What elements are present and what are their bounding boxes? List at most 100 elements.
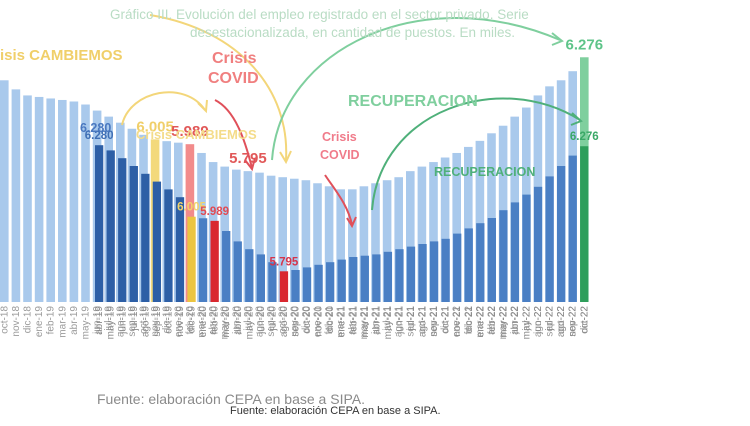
front-tick-label: ene-21 bbox=[337, 306, 348, 338]
arrow-head bbox=[551, 32, 564, 46]
front-tick-label: sep-20 bbox=[291, 306, 302, 337]
front-bar bbox=[545, 176, 554, 302]
front-tick-label: may-21 bbox=[383, 306, 394, 340]
front-bar bbox=[533, 186, 543, 302]
front-bar bbox=[314, 264, 323, 302]
back-tick-label: jul-19 bbox=[104, 306, 115, 332]
front-tick-label: jul-22 bbox=[545, 306, 556, 332]
back-bar bbox=[69, 101, 79, 302]
back-tick-label: may-22 bbox=[498, 306, 509, 340]
back-tick-label: mar-21 bbox=[336, 306, 347, 338]
front-tick-label: dic-19 bbox=[187, 306, 198, 334]
front-bar bbox=[291, 270, 300, 302]
back-tick-label: abr-22 bbox=[487, 306, 498, 335]
back-bar bbox=[0, 80, 9, 303]
back-tick-label: abr-21 bbox=[347, 306, 358, 335]
front-tick-label: jul-20 bbox=[267, 306, 278, 332]
front-tick-label: ago-20 bbox=[279, 306, 290, 338]
arrow-head bbox=[570, 112, 583, 126]
back-bar bbox=[324, 186, 334, 302]
back-tick-label: ene-22 bbox=[452, 306, 463, 338]
back-tick-label: mar-20 bbox=[197, 306, 208, 338]
front-bar bbox=[360, 255, 369, 302]
back-tick-label: ene-19 bbox=[34, 306, 45, 338]
back-bar bbox=[464, 146, 473, 302]
front-bar bbox=[326, 262, 335, 302]
back-tick-label: jun-19 bbox=[92, 306, 103, 335]
front-bar bbox=[152, 181, 162, 302]
back-tick-label: nov-20 bbox=[289, 306, 300, 337]
front-tick-label: sep-22 bbox=[568, 306, 579, 337]
back-tick-label: dic-21 bbox=[440, 306, 451, 334]
back-bar bbox=[359, 186, 369, 302]
annotation-crisis-back: Crisis bbox=[212, 50, 257, 67]
back-tick-label: abr-20 bbox=[208, 306, 219, 335]
back-tick-label: dic-19 bbox=[162, 306, 173, 334]
front-bar bbox=[129, 166, 138, 302]
front-tick-label: ago-22 bbox=[556, 306, 567, 338]
front-bar bbox=[141, 173, 150, 302]
front-tick-label: jul-21 bbox=[406, 306, 417, 332]
back-tick-label: feb-19 bbox=[46, 306, 57, 335]
front-tick-label: mar-21 bbox=[360, 306, 371, 338]
value-label-6280: 6.280 bbox=[80, 121, 112, 135]
front-tick-label: ago-19 bbox=[140, 306, 151, 338]
back-bar bbox=[313, 183, 322, 302]
front-tick-label: abr-20 bbox=[233, 306, 244, 335]
front-bar bbox=[372, 254, 381, 302]
front-tick-label: may-20 bbox=[244, 306, 255, 340]
front-bar bbox=[302, 267, 312, 302]
front-tick-label: jun-21 bbox=[394, 306, 405, 335]
back-tick-label: dic-22 bbox=[579, 306, 590, 334]
back-bar bbox=[487, 133, 496, 302]
front-bar bbox=[476, 223, 485, 302]
back-tick-label: jun-22 bbox=[510, 306, 521, 335]
front-bar bbox=[222, 231, 231, 302]
front-tick-label: sep-19 bbox=[152, 306, 163, 337]
front-tick-label: nov-19 bbox=[175, 306, 186, 337]
front-tick-label: feb-21 bbox=[348, 306, 359, 335]
back-tick-label: sep-21 bbox=[405, 306, 416, 337]
back-tick-label: feb-21 bbox=[324, 306, 335, 335]
back-bar bbox=[475, 140, 485, 302]
front-tick-label: jun-20 bbox=[256, 306, 267, 335]
arrow-head bbox=[346, 216, 357, 229]
back-tick-label: sep-20 bbox=[266, 306, 277, 337]
annotation-crisis-cambiemos-back: Crisis CAMBIEMOS bbox=[136, 127, 257, 142]
front-value-label: 6.005 bbox=[177, 202, 206, 214]
back-tick-label: dic-20 bbox=[301, 306, 312, 334]
front-tick-label: mar-20 bbox=[221, 306, 232, 338]
back-bar bbox=[429, 162, 438, 302]
front-value-label: 6.280 bbox=[85, 130, 114, 142]
front-value-label: 5.795 bbox=[270, 256, 299, 268]
front-tick-label: oct-20 bbox=[302, 306, 313, 334]
front-tick-label: feb-20 bbox=[210, 306, 221, 335]
back-bar bbox=[58, 99, 67, 302]
front-bar bbox=[349, 257, 358, 302]
front-tick-label: nov-20 bbox=[314, 306, 325, 337]
front-tick-label: may-19 bbox=[106, 306, 117, 340]
annotation-covid-front: COVID bbox=[320, 148, 360, 162]
front-tick-label: jun-22 bbox=[533, 306, 544, 335]
front-bar bbox=[568, 155, 577, 302]
back-bar bbox=[232, 169, 241, 302]
front-bar bbox=[499, 210, 508, 302]
front-bar bbox=[95, 145, 104, 302]
front-bar bbox=[164, 189, 173, 302]
front-bar bbox=[210, 220, 219, 302]
source-note-back: Fuente: elaboración CEPA en base a SIPA. bbox=[97, 391, 365, 407]
front-bar bbox=[453, 233, 462, 302]
front-bar bbox=[429, 241, 439, 302]
back-bar bbox=[440, 157, 450, 302]
back-tick-label: ene-21 bbox=[313, 306, 324, 338]
front-bar bbox=[487, 218, 496, 302]
back-tick-label: ago-19 bbox=[115, 306, 126, 338]
back-tick-label: may-20 bbox=[220, 306, 231, 340]
back-bar bbox=[266, 175, 276, 302]
back-bar bbox=[34, 96, 44, 302]
back-tick-label: mar-19 bbox=[57, 306, 68, 338]
back-bar bbox=[382, 180, 392, 302]
front-tick-label: ene-22 bbox=[475, 306, 486, 338]
front-tick-label: sep-21 bbox=[429, 306, 440, 337]
back-tick-label: sep-22 bbox=[545, 306, 556, 337]
